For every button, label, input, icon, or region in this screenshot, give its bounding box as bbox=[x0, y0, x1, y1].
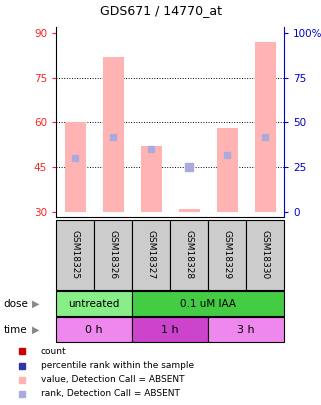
Text: ▶: ▶ bbox=[31, 299, 39, 309]
Bar bbox=[255, 42, 275, 211]
Bar bbox=[132, 291, 284, 316]
Text: GSM18330: GSM18330 bbox=[261, 230, 270, 279]
Text: time: time bbox=[3, 325, 27, 335]
Text: 3 h: 3 h bbox=[237, 325, 255, 335]
Bar bbox=[246, 220, 284, 290]
Text: value, Detection Call = ABSENT: value, Detection Call = ABSENT bbox=[40, 375, 184, 384]
Bar bbox=[141, 146, 161, 211]
Text: untreated: untreated bbox=[68, 299, 120, 309]
Text: GSM18329: GSM18329 bbox=[222, 230, 232, 279]
Bar bbox=[132, 317, 208, 342]
Text: GSM18328: GSM18328 bbox=[185, 230, 194, 279]
Text: GSM18326: GSM18326 bbox=[108, 230, 118, 279]
Bar bbox=[217, 128, 238, 211]
Bar bbox=[65, 122, 86, 211]
Bar bbox=[208, 220, 246, 290]
Bar bbox=[56, 220, 94, 290]
Bar bbox=[103, 57, 124, 211]
Text: GSM18325: GSM18325 bbox=[71, 230, 80, 279]
Bar bbox=[179, 209, 200, 211]
Bar bbox=[170, 220, 208, 290]
Text: dose: dose bbox=[3, 299, 28, 309]
Text: 0 h: 0 h bbox=[85, 325, 103, 335]
Bar bbox=[56, 317, 132, 342]
Text: 1 h: 1 h bbox=[161, 325, 179, 335]
Text: percentile rank within the sample: percentile rank within the sample bbox=[40, 361, 194, 370]
Text: ▶: ▶ bbox=[31, 325, 39, 335]
Bar bbox=[132, 220, 170, 290]
Bar bbox=[94, 220, 132, 290]
Text: count: count bbox=[40, 347, 66, 356]
Text: GSM18327: GSM18327 bbox=[147, 230, 156, 279]
Bar bbox=[56, 291, 132, 316]
Text: 0.1 uM IAA: 0.1 uM IAA bbox=[180, 299, 236, 309]
Bar bbox=[208, 317, 284, 342]
Text: rank, Detection Call = ABSENT: rank, Detection Call = ABSENT bbox=[40, 389, 179, 399]
Text: GDS671 / 14770_at: GDS671 / 14770_at bbox=[100, 4, 221, 17]
